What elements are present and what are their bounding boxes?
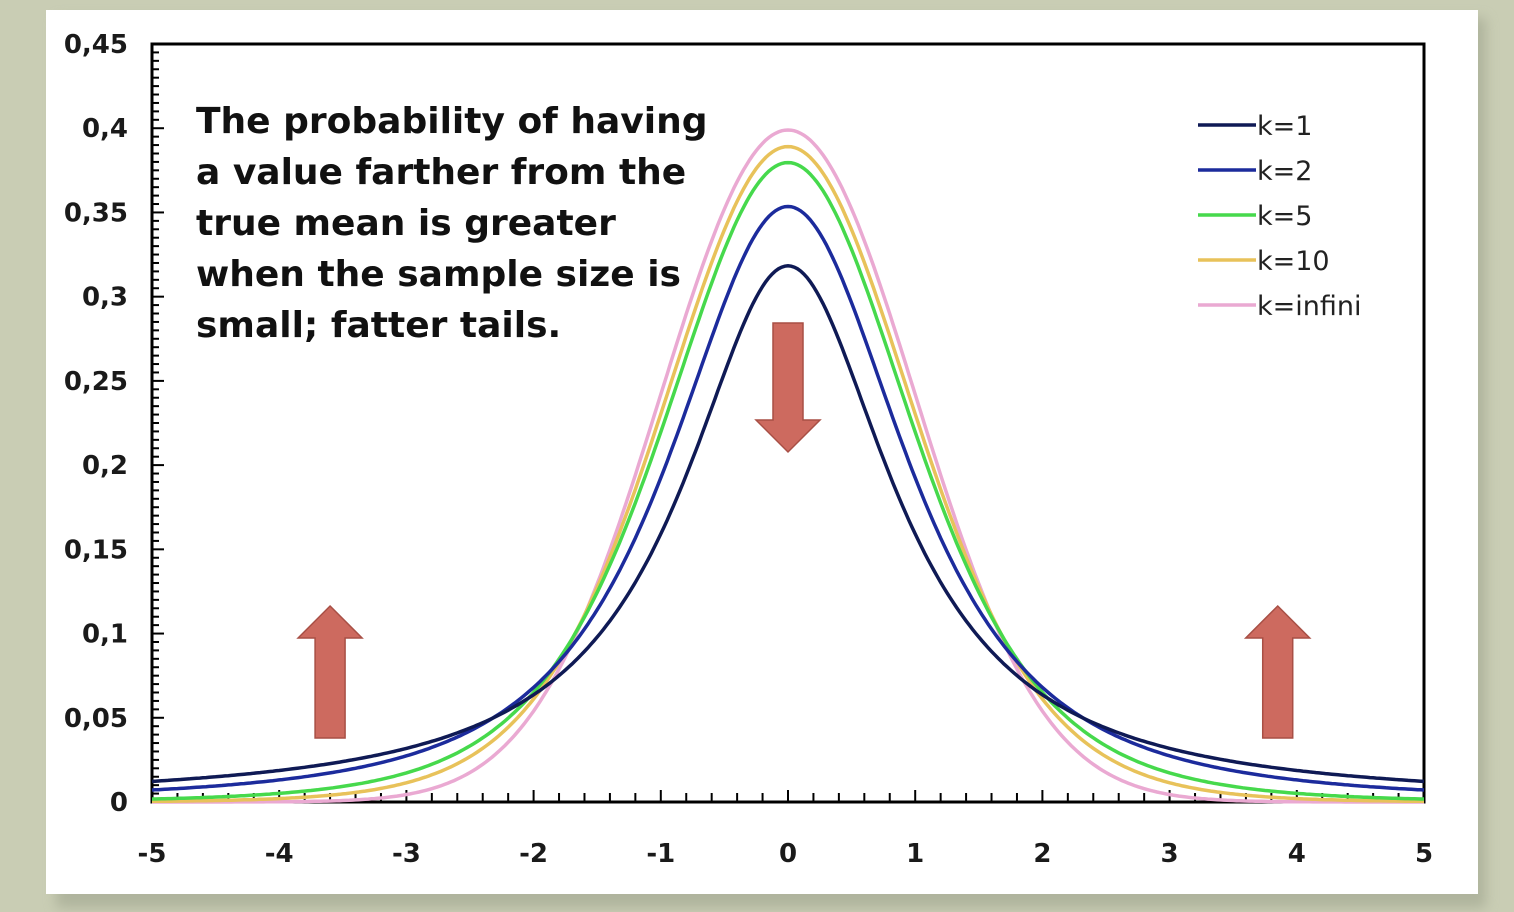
y-tick-label: 0,15 — [64, 535, 128, 565]
arrow-down-icon — [754, 322, 822, 454]
arrow-up-icon — [1243, 604, 1312, 739]
slide-card — [46, 10, 1478, 894]
y-tick-label: 0,45 — [64, 30, 128, 60]
series-line-k-infini — [152, 128, 1424, 804]
series-line-k-5 — [152, 160, 1424, 801]
arrow-up-icon — [296, 604, 364, 739]
legend-label: k=2 — [1257, 156, 1312, 187]
y-tick-label: 0,25 — [64, 367, 128, 397]
x-tick-label: -1 — [646, 839, 675, 869]
x-tick-label: 4 — [1288, 839, 1306, 869]
y-tick-label: 0,4 — [82, 114, 128, 144]
y-tick-label: 0 — [110, 788, 128, 818]
series-line-k-10 — [152, 144, 1424, 804]
legend-label: k=5 — [1257, 201, 1312, 232]
x-tick-label: -4 — [265, 839, 294, 869]
annotation-line: a value farther from the — [196, 152, 687, 193]
y-tick-label: 0,2 — [82, 451, 128, 481]
annotation-line: true mean is greater — [196, 203, 616, 244]
series-line-k-2 — [151, 204, 1425, 792]
y-tick-label: 0,35 — [64, 198, 128, 228]
y-tick-label: 0,1 — [82, 620, 128, 650]
annotation-line: The probability of having — [196, 101, 708, 142]
annotation-text: The probability of having a value farthe… — [196, 96, 708, 351]
legend-label: k=1 — [1257, 111, 1312, 142]
y-tick-label: 0,3 — [82, 283, 128, 313]
legend-label: k=infini — [1257, 291, 1362, 322]
annotation-line: when the sample size is — [196, 254, 681, 295]
x-tick-label: 1 — [906, 839, 924, 869]
x-tick-label: -3 — [392, 839, 421, 869]
x-tick-label: 0 — [779, 839, 797, 869]
x-tick-label: 5 — [1415, 839, 1433, 869]
series-line-k-1 — [151, 264, 1425, 784]
x-tick-label: 2 — [1033, 839, 1051, 869]
x-tick-label: -2 — [519, 839, 548, 869]
x-tick-label: -5 — [138, 839, 167, 869]
legend-label: k=10 — [1257, 246, 1330, 277]
y-tick-label: 0,05 — [64, 704, 128, 734]
x-tick-label: 3 — [1161, 839, 1179, 869]
annotation-line: small; fatter tails. — [196, 305, 562, 346]
